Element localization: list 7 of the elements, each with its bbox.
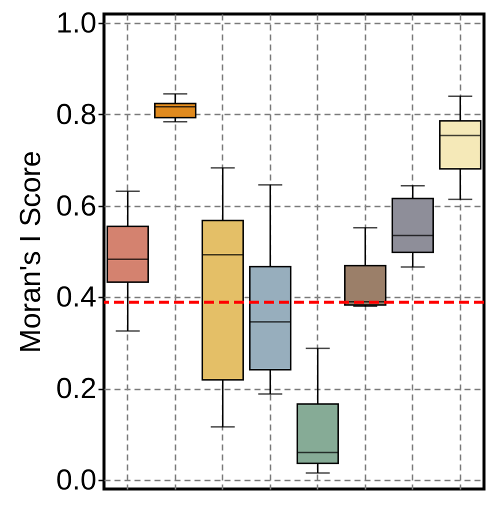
y-tick-label: 1.0 — [56, 8, 96, 40]
y-tick-label: 0.0 — [56, 464, 96, 496]
y-tick-label: 0.6 — [56, 190, 96, 222]
y-tick-label: 0.4 — [56, 282, 96, 314]
y-tick-label: 0.2 — [56, 373, 96, 406]
y-tick-label: 0.8 — [56, 98, 96, 131]
y-axis-title: Moran's I Score — [15, 150, 48, 354]
